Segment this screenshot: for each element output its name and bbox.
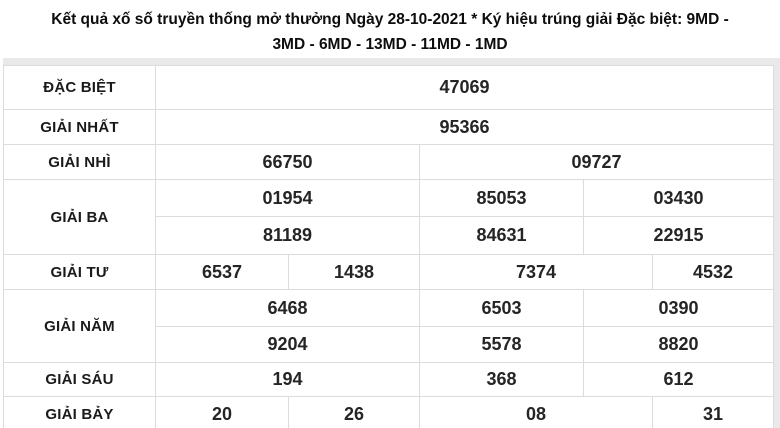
table-row-giai-sau: GIẢI SÁU 194 368 612 (3, 362, 775, 397)
prize-value-giai-nam-4: 9204 (155, 326, 420, 363)
prize-label-giai-sau: GIẢI SÁU (3, 362, 156, 397)
prize-value-giai-ba-1: 01954 (155, 179, 420, 217)
results-panel: ĐẶC BIỆT 47069 GIẢI NHẤT 95366 GIẢI NHÌ … (3, 58, 780, 428)
prize-value-giai-ba-4: 81189 (155, 216, 420, 255)
prize-value-giai-sau-2: 368 (419, 362, 584, 397)
table-row-giai-nhi: GIẢI NHÌ 66750 09727 (3, 144, 775, 180)
prize-value-giai-nam-1: 6468 (155, 289, 420, 327)
prize-value-giai-nam-3: 0390 (582, 289, 775, 327)
table-row-giai-tu: GIẢI TƯ 6537 1438 7374 4532 (3, 254, 775, 290)
prize-label-giai-bay: GIẢI BẢY (3, 396, 156, 428)
prize-value-giai-bay-2: 26 (288, 396, 420, 428)
lottery-results-table: ĐẶC BIỆT 47069 GIẢI NHẤT 95366 GIẢI NHÌ … (3, 65, 775, 428)
prize-value-giai-ba-3: 03430 (582, 179, 775, 217)
page-title: Kết quả xố số truyền thống mở thưởng Ngà… (0, 0, 780, 57)
table-row-giai-bay: GIẢI BẢY 20 26 08 31 (3, 396, 775, 428)
prize-value-giai-tu-3: 7374 (419, 254, 653, 290)
prize-value-giai-tu-4: 4532 (651, 254, 775, 290)
table-row-giai-nam-2: 9204 5578 8820 (4, 326, 775, 363)
prize-value-giai-ba-2: 85053 (419, 179, 584, 217)
prize-value-giai-nhat: 95366 (154, 109, 775, 145)
prize-label-giai-nam: GIẢI NĂM (3, 289, 156, 363)
table-row-giai-ba-1: GIẢI BA 01954 85053 03430 (3, 179, 775, 255)
prize-value-giai-sau-1: 194 (155, 362, 420, 397)
table-row-giai-nam-1: GIẢI NĂM 6468 6503 0390 (3, 289, 775, 363)
prize-value-giai-bay-1: 20 (155, 396, 289, 428)
table-row-giai-nhat: GIẢI NHẤT 95366 (3, 109, 775, 145)
prize-value-giai-ba-6: 22915 (582, 216, 775, 255)
page-title-line-2: 3MD - 6MD - 13MD - 11MD - 1MD (272, 36, 508, 53)
prize-value-giai-nhi-2: 09727 (418, 144, 775, 180)
prize-value-giai-bay-3: 08 (419, 396, 653, 428)
prize-value-dac-biet: 47069 (154, 65, 775, 110)
prize-value-giai-tu-1: 6537 (155, 254, 289, 290)
prize-value-giai-ba-5: 84631 (419, 216, 584, 255)
prize-label-dac-biet: ĐẶC BIỆT (3, 65, 156, 110)
prize-value-giai-bay-4: 31 (651, 396, 775, 428)
prize-value-giai-sau-3: 612 (582, 362, 775, 397)
table-row-dac-biet: ĐẶC BIỆT 47069 (3, 65, 775, 110)
prize-label-giai-ba: GIẢI BA (3, 179, 156, 255)
prize-value-giai-nam-6: 8820 (582, 326, 775, 363)
page-title-line-1: Kết quả xố số truyền thống mở thưởng Ngà… (51, 11, 729, 28)
prize-label-giai-nhat: GIẢI NHẤT (3, 109, 156, 145)
table-row-giai-ba-2: 81189 84631 22915 (4, 216, 775, 255)
prize-value-giai-nam-2: 6503 (419, 289, 584, 327)
prize-label-giai-tu: GIẢI TƯ (3, 254, 156, 290)
prize-value-giai-nam-5: 5578 (419, 326, 584, 363)
prize-value-giai-nhi-1: 66750 (155, 144, 420, 180)
prize-label-giai-nhi: GIẢI NHÌ (3, 144, 156, 180)
prize-value-giai-tu-2: 1438 (288, 254, 420, 290)
